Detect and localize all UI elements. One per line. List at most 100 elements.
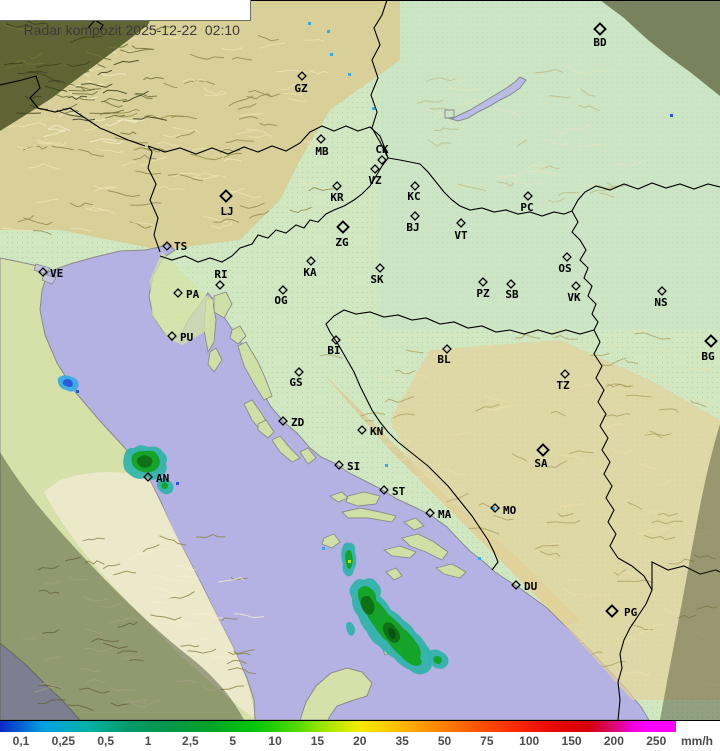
ridge-stroke (534, 170, 556, 175)
ridge-stroke (84, 646, 113, 652)
legend-tick-label: 150 (561, 734, 582, 748)
ridge-stroke (210, 222, 233, 229)
ridge-stroke (69, 202, 94, 207)
legend-tick-label: 2,5 (182, 734, 199, 748)
station-marker-vk (571, 281, 581, 291)
ridge-stroke (190, 153, 223, 161)
ridge-stroke (88, 206, 117, 215)
ridge-stroke (135, 92, 158, 98)
ridge-stroke (659, 408, 679, 413)
station-label-zd: ZD (291, 416, 305, 429)
ridge-stroke (657, 512, 678, 517)
ridge-stroke (617, 579, 654, 584)
ridge-stroke (307, 69, 329, 75)
ridge-stroke (175, 130, 196, 139)
country-border (387, 157, 573, 217)
ridge-stroke (45, 85, 68, 92)
station-label-an: AN (156, 472, 169, 485)
precip-cell (348, 73, 351, 76)
ridge-stroke (247, 133, 273, 138)
ridge-stroke (564, 123, 592, 130)
legend-color-scale (0, 721, 676, 732)
pannonian-plain (380, 0, 720, 330)
country-border (147, 125, 389, 159)
ridge-stroke (143, 76, 164, 81)
ridge-stroke (590, 352, 610, 357)
ridge-stroke (100, 97, 127, 103)
station-marker-mo (490, 503, 500, 513)
station-marker-gs (294, 367, 304, 377)
ridge-stroke (176, 565, 196, 571)
station-label-gz: GZ (294, 82, 308, 95)
precip-blob-green (161, 482, 168, 489)
map-canvas: BD GZ MB CK VZ KC KR LJ ZG BJ VT PC TS RI KA SK OS VE PA OG… (0, 0, 720, 720)
ridge-stroke (246, 93, 272, 100)
ridge-stroke (626, 501, 643, 510)
ridge-stroke (225, 139, 254, 143)
island (257, 419, 275, 439)
ridge-stroke (107, 190, 141, 198)
gargano-peninsula (299, 667, 373, 720)
legend-tick-label: 50 (437, 734, 452, 748)
ridge-stroke (557, 191, 580, 197)
station-label-zg: ZG (335, 236, 349, 249)
ridge-stroke (336, 337, 358, 342)
ridge-stroke (578, 143, 602, 147)
station-marker-sk (375, 263, 385, 273)
ridge-stroke (630, 623, 653, 631)
ridge-stroke (509, 167, 546, 177)
station-layer: BD GZ MB CK VZ KC KR LJ ZG BJ VT PC TS RI KA SK OS VE PA OG… (38, 22, 718, 619)
ridge-stroke (304, 38, 325, 42)
ridge-stroke (569, 450, 594, 455)
ridge-stroke (231, 56, 253, 61)
ridge-stroke (81, 82, 113, 88)
ridge-stroke (578, 105, 601, 112)
intensity-legend: 0,1 0,25 0,5 1 2,5 5 10 15 20 35 50 75 100 150 200 250 m… (0, 720, 720, 751)
ridge-stroke (113, 59, 139, 66)
ridge-stroke (599, 192, 615, 198)
ridge-stroke (102, 642, 128, 649)
island (229, 325, 247, 345)
ridge-stroke (109, 616, 139, 624)
station-marker-og (278, 285, 288, 295)
ridge-stroke (110, 108, 140, 114)
ridge-stroke (150, 614, 182, 621)
ridge-stroke (150, 575, 179, 582)
legend-tick-label: 5 (229, 734, 237, 748)
title-box: Radar kompozit 2025-12-22 02:10 (0, 0, 251, 38)
ridge-stroke (78, 96, 95, 101)
ridge-stroke (66, 61, 90, 67)
lake-balaton (447, 76, 527, 122)
ridge-stroke (89, 109, 125, 115)
legend-tick-label: 100 (519, 734, 540, 748)
ridge-stroke (82, 537, 105, 542)
ridge-stroke (689, 399, 707, 408)
ridge-stroke (566, 66, 590, 74)
ridge-stroke (613, 569, 627, 576)
ridge-stroke (239, 202, 265, 209)
station-marker-ma (425, 508, 435, 518)
ridge-stroke (695, 605, 718, 611)
ridge-stroke (625, 394, 652, 398)
station-label-vk: VK (567, 291, 581, 304)
legend-tick-label: 75 (480, 734, 494, 748)
ridge-stroke (375, 375, 392, 383)
ridge-stroke (97, 602, 123, 609)
ridge-stroke (48, 79, 67, 84)
station-marker-bl (442, 344, 452, 354)
ridge-stroke (176, 679, 198, 684)
ridge-stroke (17, 215, 35, 223)
legend-unit-label: mm/h (681, 734, 714, 748)
ridge-stroke (148, 601, 166, 605)
ridge-stroke (624, 329, 649, 333)
ridge-stroke (163, 619, 183, 625)
legend-tick-label: 250 (646, 734, 667, 748)
precip-cell (176, 482, 179, 485)
ridge-stroke (646, 511, 668, 515)
legend-tick-label: 0,25 (51, 734, 76, 748)
croatian-islands (203, 291, 467, 666)
ridge-stroke (158, 36, 181, 41)
ridge-stroke (75, 86, 101, 91)
ridge-stroke (535, 68, 564, 74)
ridge-stroke (550, 130, 570, 134)
